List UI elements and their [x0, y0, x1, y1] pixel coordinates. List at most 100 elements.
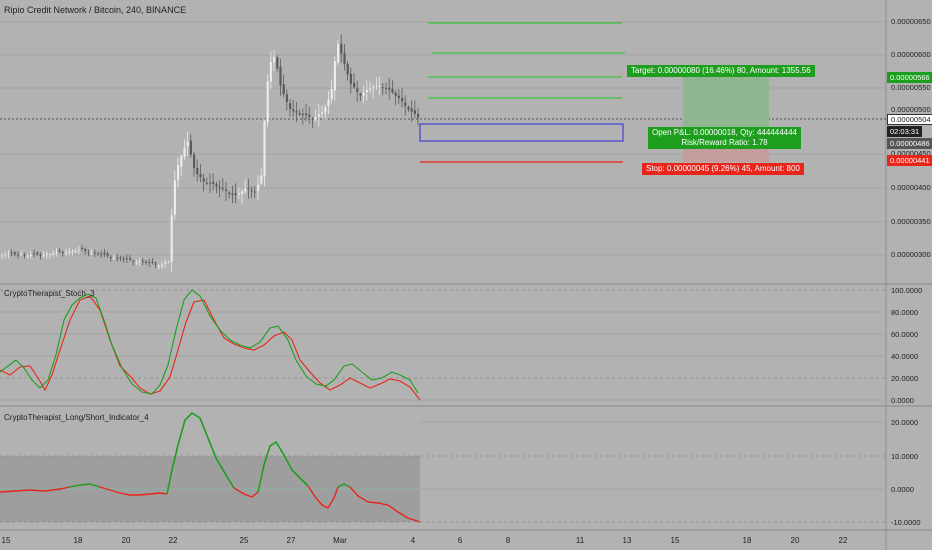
- candle-body: [372, 87, 375, 89]
- time-label: 20: [790, 536, 800, 545]
- candle-body: [250, 190, 253, 192]
- candle-body: [301, 114, 304, 116]
- candle-body: [225, 189, 228, 192]
- candle-body: [404, 102, 407, 107]
- candle-body: [330, 89, 333, 100]
- candle-body: [212, 181, 215, 185]
- stoch-label: 40.0000: [891, 352, 919, 361]
- candle-body: [4, 255, 7, 257]
- time-label: 22: [838, 536, 848, 545]
- position-tool: [419, 22, 769, 163]
- price-label: 0.00000350: [891, 217, 931, 226]
- stoch-label: 100.0000: [891, 286, 923, 295]
- candle-body: [247, 188, 250, 190]
- candle-body: [260, 175, 263, 184]
- candle-body: [282, 84, 285, 95]
- candle-body: [295, 111, 298, 113]
- stop-label[interactable]: Stop: 0.00000045 (9.26%) 45, Amount: 800: [642, 163, 804, 175]
- candle-body: [276, 57, 279, 69]
- candle-body: [7, 253, 10, 255]
- ls-line-red-2: [99, 486, 168, 496]
- candle-body: [385, 88, 388, 89]
- stoch-k-line: [0, 289, 419, 395]
- candle-body: [116, 257, 119, 259]
- candle-body: [340, 43, 343, 54]
- profit-zone: [683, 76, 769, 128]
- time-label: 18: [73, 536, 83, 545]
- stoch-label: 60.0000: [891, 330, 919, 339]
- chart-title: Ripio Credit Network / Bitcoin, 240, BIN…: [4, 5, 187, 15]
- candle-body: [317, 114, 320, 117]
- candle-body: [164, 262, 167, 264]
- pnl-text: Open P&L: 0.00000018, Qty: 444444444: [652, 128, 798, 137]
- entry-zone: [419, 123, 624, 142]
- target-price-tag: 0.00000566: [887, 72, 932, 83]
- candle-body: [87, 252, 90, 254]
- candle-body: [298, 112, 301, 115]
- time-label: 22: [168, 536, 178, 545]
- ls-line-green-4: [337, 483, 351, 488]
- time-label: 27: [286, 536, 296, 545]
- ls-line-red-1: [0, 486, 71, 493]
- price-label: 0.00000300: [891, 250, 931, 259]
- candle-body: [138, 261, 141, 263]
- candle-body: [292, 109, 295, 112]
- candle-body: [228, 192, 231, 194]
- stop-price-tag: 0.00000441: [887, 155, 932, 166]
- time-label: 15: [670, 536, 680, 545]
- candle-body: [388, 87, 391, 90]
- candle-body: [199, 173, 202, 178]
- candle-body: [273, 56, 276, 63]
- entry-price-tag: 0.00000486: [887, 138, 932, 149]
- candle-body: [257, 184, 260, 191]
- candle-body: [356, 88, 359, 92]
- candle-body: [81, 248, 84, 249]
- candle-body: [186, 141, 189, 147]
- price-label: 0.00000550: [891, 83, 931, 92]
- candle-body: [29, 254, 32, 256]
- candle-body: [141, 260, 144, 262]
- candle-body: [218, 186, 221, 189]
- time-label: 4: [410, 536, 416, 545]
- candle-body: [36, 252, 39, 255]
- pnl-label[interactable]: Open P&L: 0.00000018, Qty: 444444444 Ris…: [648, 127, 802, 149]
- candle-body: [193, 154, 196, 169]
- candle-body: [154, 263, 157, 265]
- candle-body: [234, 193, 237, 196]
- candle-body: [109, 257, 112, 258]
- candle-body: [100, 253, 103, 255]
- candle-body: [183, 147, 186, 157]
- candle-body: [346, 63, 349, 75]
- candle-body: [189, 140, 192, 155]
- candle-body: [177, 165, 180, 181]
- candle-body: [241, 191, 244, 194]
- candle-body: [90, 252, 93, 254]
- target-label[interactable]: Target: 0.00000080 (16.46%) 80, Amount: …: [627, 65, 815, 77]
- candle-body: [394, 92, 397, 96]
- candle-body: [129, 258, 132, 260]
- time-label: 6: [457, 536, 463, 545]
- candle-body: [161, 264, 164, 267]
- candle-body: [49, 254, 52, 256]
- stoch-label: 0.0000: [891, 396, 914, 405]
- candle-body: [125, 258, 128, 260]
- candle-body: [289, 103, 292, 110]
- candle-body: [103, 252, 106, 255]
- candle-body: [349, 73, 352, 84]
- rr-text: Risk/Reward Ratio: 1.78: [681, 138, 768, 147]
- price-label: 0.00000450: [891, 149, 931, 158]
- candle-body: [333, 61, 336, 91]
- ls-line-green-1: [69, 483, 101, 488]
- price-label: 0.00000400: [891, 183, 931, 192]
- candle-body: [362, 93, 365, 96]
- candle-body: [132, 260, 135, 262]
- candle-body: [337, 44, 340, 63]
- candle-body: [375, 85, 378, 87]
- candle-body: [26, 255, 29, 257]
- price-label: 0.00000650: [891, 17, 931, 26]
- candle-body: [113, 258, 116, 260]
- candle-body: [327, 99, 330, 107]
- candle-body: [314, 117, 317, 120]
- candle-body: [263, 121, 266, 177]
